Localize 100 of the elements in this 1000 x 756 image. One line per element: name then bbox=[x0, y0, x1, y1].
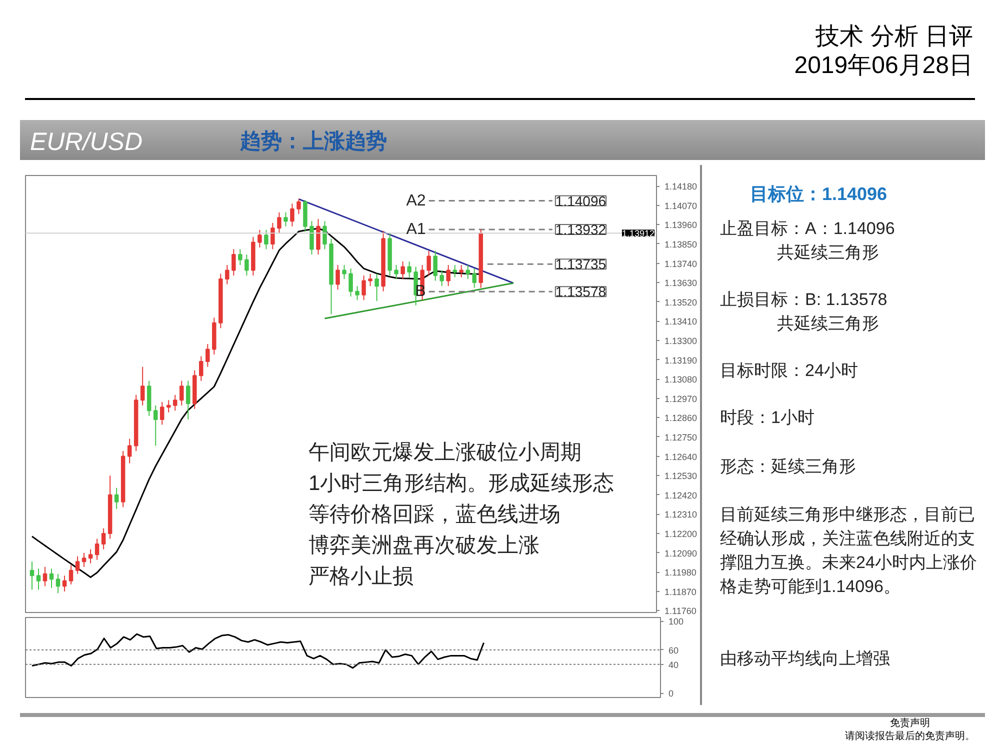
candlestick bbox=[36, 568, 41, 590]
y-tick-label: 1.13520 bbox=[664, 297, 698, 308]
data-label: B bbox=[415, 283, 426, 300]
candlestick bbox=[355, 286, 360, 301]
data-label: A2 bbox=[406, 192, 426, 210]
candlestick bbox=[258, 229, 262, 248]
candlestick bbox=[62, 575, 67, 592]
y-tick-label: 1.12860 bbox=[664, 413, 698, 424]
text: 免责声明 bbox=[890, 718, 930, 729]
candlestick bbox=[322, 220, 327, 250]
chart-title: EUR/USD bbox=[30, 127, 143, 158]
candlestick bbox=[342, 264, 346, 280]
candlestick bbox=[362, 275, 366, 301]
text: 目标位：1.14096 bbox=[750, 183, 888, 206]
data-label: 1.13578 bbox=[555, 284, 606, 300]
text: 目前延续三角形中继形态，目前已经确认形成，关注蓝色线附近的支撑阻力互换。未来24小时内上涨价格走势可能到1.14096。 bbox=[720, 504, 978, 598]
text: 止盈目标：A：1.14096 bbox=[720, 218, 896, 240]
text: 形态：延续三角形 bbox=[720, 456, 857, 478]
text: 共延续三角形 bbox=[777, 242, 880, 264]
data-label: 1.13932 bbox=[555, 222, 606, 238]
candlestick bbox=[440, 270, 444, 287]
candlestick bbox=[186, 380, 190, 420]
data-label: 1.13735 bbox=[555, 256, 606, 272]
y-tick-label: 1.14180 bbox=[664, 182, 698, 192]
candlestick bbox=[94, 538, 100, 560]
candlestick bbox=[30, 561, 34, 590]
candlestick bbox=[114, 487, 119, 510]
y-tick-label: 0 bbox=[668, 688, 674, 699]
candlestick bbox=[336, 264, 340, 290]
candlestick bbox=[140, 366, 145, 406]
data-label: A1 bbox=[406, 221, 426, 238]
candlestick bbox=[368, 273, 372, 287]
annotation: 1小时三角形结构。形成延续形态 bbox=[308, 472, 614, 495]
candlestick bbox=[296, 198, 301, 215]
candlestick bbox=[160, 401, 164, 426]
candlestick bbox=[310, 220, 314, 255]
text: 止损目标：B: 1.13578 bbox=[720, 289, 888, 311]
line-series bbox=[31, 633, 484, 669]
candlestick bbox=[284, 212, 288, 227]
candlestick bbox=[42, 566, 48, 587]
y-tick-label: 1.12970 bbox=[664, 394, 698, 404]
y-tick-label: 1.12640 bbox=[664, 452, 698, 462]
text: 请阅读报告最后的免责声明。 bbox=[845, 731, 975, 742]
candlestick bbox=[127, 438, 132, 464]
y-tick-label: 1.11760 bbox=[664, 606, 696, 616]
candlestick bbox=[82, 552, 86, 568]
candlestick bbox=[400, 260, 405, 280]
data-label: 1.14096 bbox=[555, 192, 606, 209]
y-tick-label: 1.13740 bbox=[664, 258, 698, 269]
candlestick bbox=[172, 394, 178, 412]
candlestick bbox=[206, 343, 210, 368]
y-tick-label: 60 bbox=[668, 645, 679, 656]
candlestick bbox=[394, 264, 398, 280]
y-tick-label: 1.13190 bbox=[664, 355, 698, 366]
ref-line-label: 1.13912 bbox=[622, 228, 655, 239]
candlestick bbox=[459, 264, 464, 278]
candlestick bbox=[446, 264, 450, 287]
candlestick bbox=[452, 264, 457, 278]
annotation: 严格小止损 bbox=[308, 565, 414, 588]
annotation: 午间欧元爆发上涨破位小周期 bbox=[308, 441, 582, 464]
candlestick bbox=[348, 268, 353, 298]
y-tick-label: 1.13410 bbox=[664, 316, 698, 327]
text: 由移动平均线向上增强 bbox=[720, 648, 891, 670]
chart-subtitle: 趋势：上涨趋势 bbox=[240, 129, 387, 155]
candlestick bbox=[316, 218, 320, 255]
y-tick-label: 1.12200 bbox=[664, 529, 698, 540]
candlestick bbox=[264, 229, 268, 250]
annotation: 博弈美洲盘再次破发上涨 bbox=[308, 534, 540, 557]
y-tick-label: 1.12530 bbox=[664, 471, 698, 482]
y-tick-label: 1.13080 bbox=[664, 374, 698, 385]
y-tick-label: 1.13300 bbox=[664, 336, 698, 346]
candlestick bbox=[68, 564, 74, 585]
candlestick bbox=[374, 273, 379, 302]
text: 时段：1小时 bbox=[720, 407, 816, 429]
y-tick-label: 40 bbox=[668, 660, 679, 670]
candlestick bbox=[166, 400, 171, 413]
candlestick bbox=[270, 222, 275, 250]
y-tick-label: 1.12750 bbox=[664, 432, 698, 442]
candlestick bbox=[238, 248, 242, 266]
candlestick bbox=[49, 568, 54, 588]
candlestick bbox=[199, 356, 204, 382]
candlestick bbox=[101, 528, 106, 550]
candlestick bbox=[407, 260, 412, 278]
y-tick-label: 1.13850 bbox=[664, 239, 698, 250]
y-tick-label: 1.11980 bbox=[664, 568, 696, 578]
y-tick-label: 1.14070 bbox=[664, 200, 698, 211]
candlestick bbox=[232, 248, 236, 276]
y-tick-label: 1.13960 bbox=[664, 220, 698, 230]
candlestick bbox=[179, 380, 184, 406]
candlestick bbox=[290, 203, 294, 227]
y-tick-label: 1.13630 bbox=[664, 278, 698, 288]
y-tick-label: 100 bbox=[668, 616, 684, 627]
candlestick bbox=[277, 212, 282, 234]
y-tick-label: 1.12420 bbox=[664, 490, 698, 500]
candlestick bbox=[433, 250, 438, 282]
y-tick-label: 1.11870 bbox=[664, 586, 696, 597]
candlestick bbox=[56, 573, 60, 594]
annotation: 等待价格回踩，蓝色线进场 bbox=[308, 503, 560, 526]
candlestick bbox=[472, 268, 476, 288]
candlestick bbox=[244, 254, 249, 276]
